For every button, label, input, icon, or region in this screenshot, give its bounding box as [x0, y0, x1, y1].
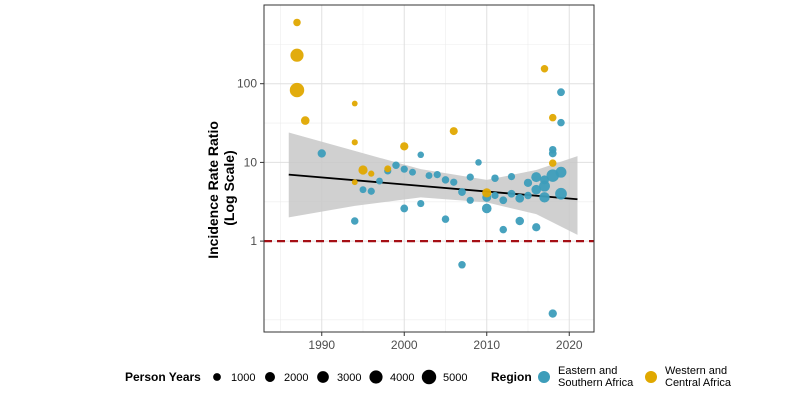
confidence-band-group [288, 132, 578, 235]
point-eastern-southern [549, 145, 557, 154]
legend-color-symbol [645, 371, 657, 383]
point-eastern-southern [491, 191, 499, 200]
legend-size-symbol [421, 369, 437, 385]
legend-size-symbol [369, 370, 383, 384]
point-eastern-southern [425, 172, 433, 180]
point-eastern-southern [557, 118, 565, 127]
point-eastern-southern [499, 196, 508, 205]
point-eastern-southern [351, 217, 359, 225]
point-eastern-southern [466, 173, 474, 181]
legend-size-symbol [264, 371, 276, 383]
point-eastern-southern [400, 204, 409, 213]
point-eastern-southern [532, 223, 541, 232]
point-eastern-southern [433, 170, 441, 179]
point-eastern-southern [523, 178, 533, 187]
point-eastern-southern [441, 176, 450, 184]
y-axis-label-line-1: Incidence Rate Ratio [205, 121, 221, 259]
point-eastern-southern [499, 225, 507, 234]
points [289, 18, 567, 318]
point-western-central [368, 170, 375, 177]
point-eastern-southern [458, 261, 466, 269]
point-eastern-southern [515, 193, 525, 203]
y-tick-label: 1 [250, 234, 257, 248]
point-eastern-southern [515, 216, 525, 226]
point-western-central [540, 64, 549, 73]
legend-size-label: 1000 [231, 372, 255, 384]
legend: Person Years 1000 2000 3000 4000 5000 Region Ea… [125, 365, 732, 389]
x-tick-label: 2020 [556, 338, 583, 352]
legend-color-symbol [538, 371, 550, 383]
axes: 1990 2000 2010 2020 1 10 100 [237, 77, 583, 352]
y-axis-label: Incidence Rate Ratio (Log Scale) [205, 117, 237, 259]
point-western-central [549, 113, 557, 122]
point-eastern-southern [417, 151, 425, 159]
point-eastern-southern [491, 174, 499, 182]
legend-color-label-line: Western and [665, 365, 727, 377]
x-tick-label: 2010 [473, 338, 500, 352]
point-western-central [293, 18, 301, 27]
x-tick-label: 1990 [308, 338, 335, 352]
point-western-central [351, 179, 358, 186]
legend-size-label: 4000 [390, 372, 414, 384]
legend-size-label: 5000 [443, 372, 467, 384]
legend-size-label: 3000 [337, 372, 361, 384]
point-eastern-southern [475, 159, 482, 166]
point-western-central [290, 48, 304, 62]
legend-size-label: 2000 [284, 372, 308, 384]
point-eastern-southern [555, 166, 567, 178]
point-western-central [400, 142, 409, 151]
point-eastern-southern [466, 196, 474, 204]
point-eastern-southern [539, 192, 550, 203]
point-western-central [549, 159, 557, 167]
point-eastern-southern [376, 177, 383, 185]
point-eastern-southern [557, 88, 565, 97]
point-western-central [351, 139, 358, 146]
point-western-central [289, 82, 305, 98]
point-eastern-southern [531, 172, 542, 183]
point-eastern-southern [441, 215, 450, 223]
point-eastern-southern [531, 184, 542, 195]
point-western-central [358, 165, 368, 175]
plot-border [263, 4, 595, 333]
point-western-central [449, 127, 458, 136]
point-eastern-southern [539, 180, 550, 192]
point-western-central [351, 100, 358, 107]
point-eastern-southern [392, 161, 400, 170]
point-eastern-southern [400, 165, 408, 173]
legend-color-label-line: Eastern and [558, 365, 617, 377]
point-eastern-southern [555, 187, 567, 200]
point-western-central [300, 116, 310, 125]
legend-color-label-line: Central Africa [665, 377, 732, 389]
legend-color-title: Region [491, 370, 532, 384]
point-eastern-southern [317, 149, 326, 158]
point-eastern-southern [450, 178, 458, 186]
legend-color-label-line: Southern Africa [558, 377, 634, 389]
legend-size-title: Person Years [125, 370, 201, 384]
point-eastern-southern [458, 188, 466, 196]
legend-size-symbol [213, 373, 221, 381]
point-eastern-southern [524, 191, 532, 200]
x-tick-label: 2000 [391, 338, 418, 352]
point-eastern-southern [507, 173, 516, 181]
point-eastern-southern [367, 187, 375, 195]
legend-size-symbol [317, 371, 329, 383]
point-eastern-southern [507, 189, 516, 198]
y-tick-label: 10 [244, 155, 258, 169]
point-western-central [482, 188, 492, 198]
point-western-central [384, 165, 392, 173]
confidence-band [288, 132, 578, 235]
point-eastern-southern [417, 199, 425, 208]
point-eastern-southern [481, 203, 492, 214]
y-axis-label-line-2: (Log Scale) [221, 150, 237, 225]
point-eastern-southern [409, 168, 416, 176]
point-eastern-southern [548, 309, 557, 318]
point-eastern-southern [359, 186, 367, 194]
y-tick-label: 100 [237, 77, 257, 91]
